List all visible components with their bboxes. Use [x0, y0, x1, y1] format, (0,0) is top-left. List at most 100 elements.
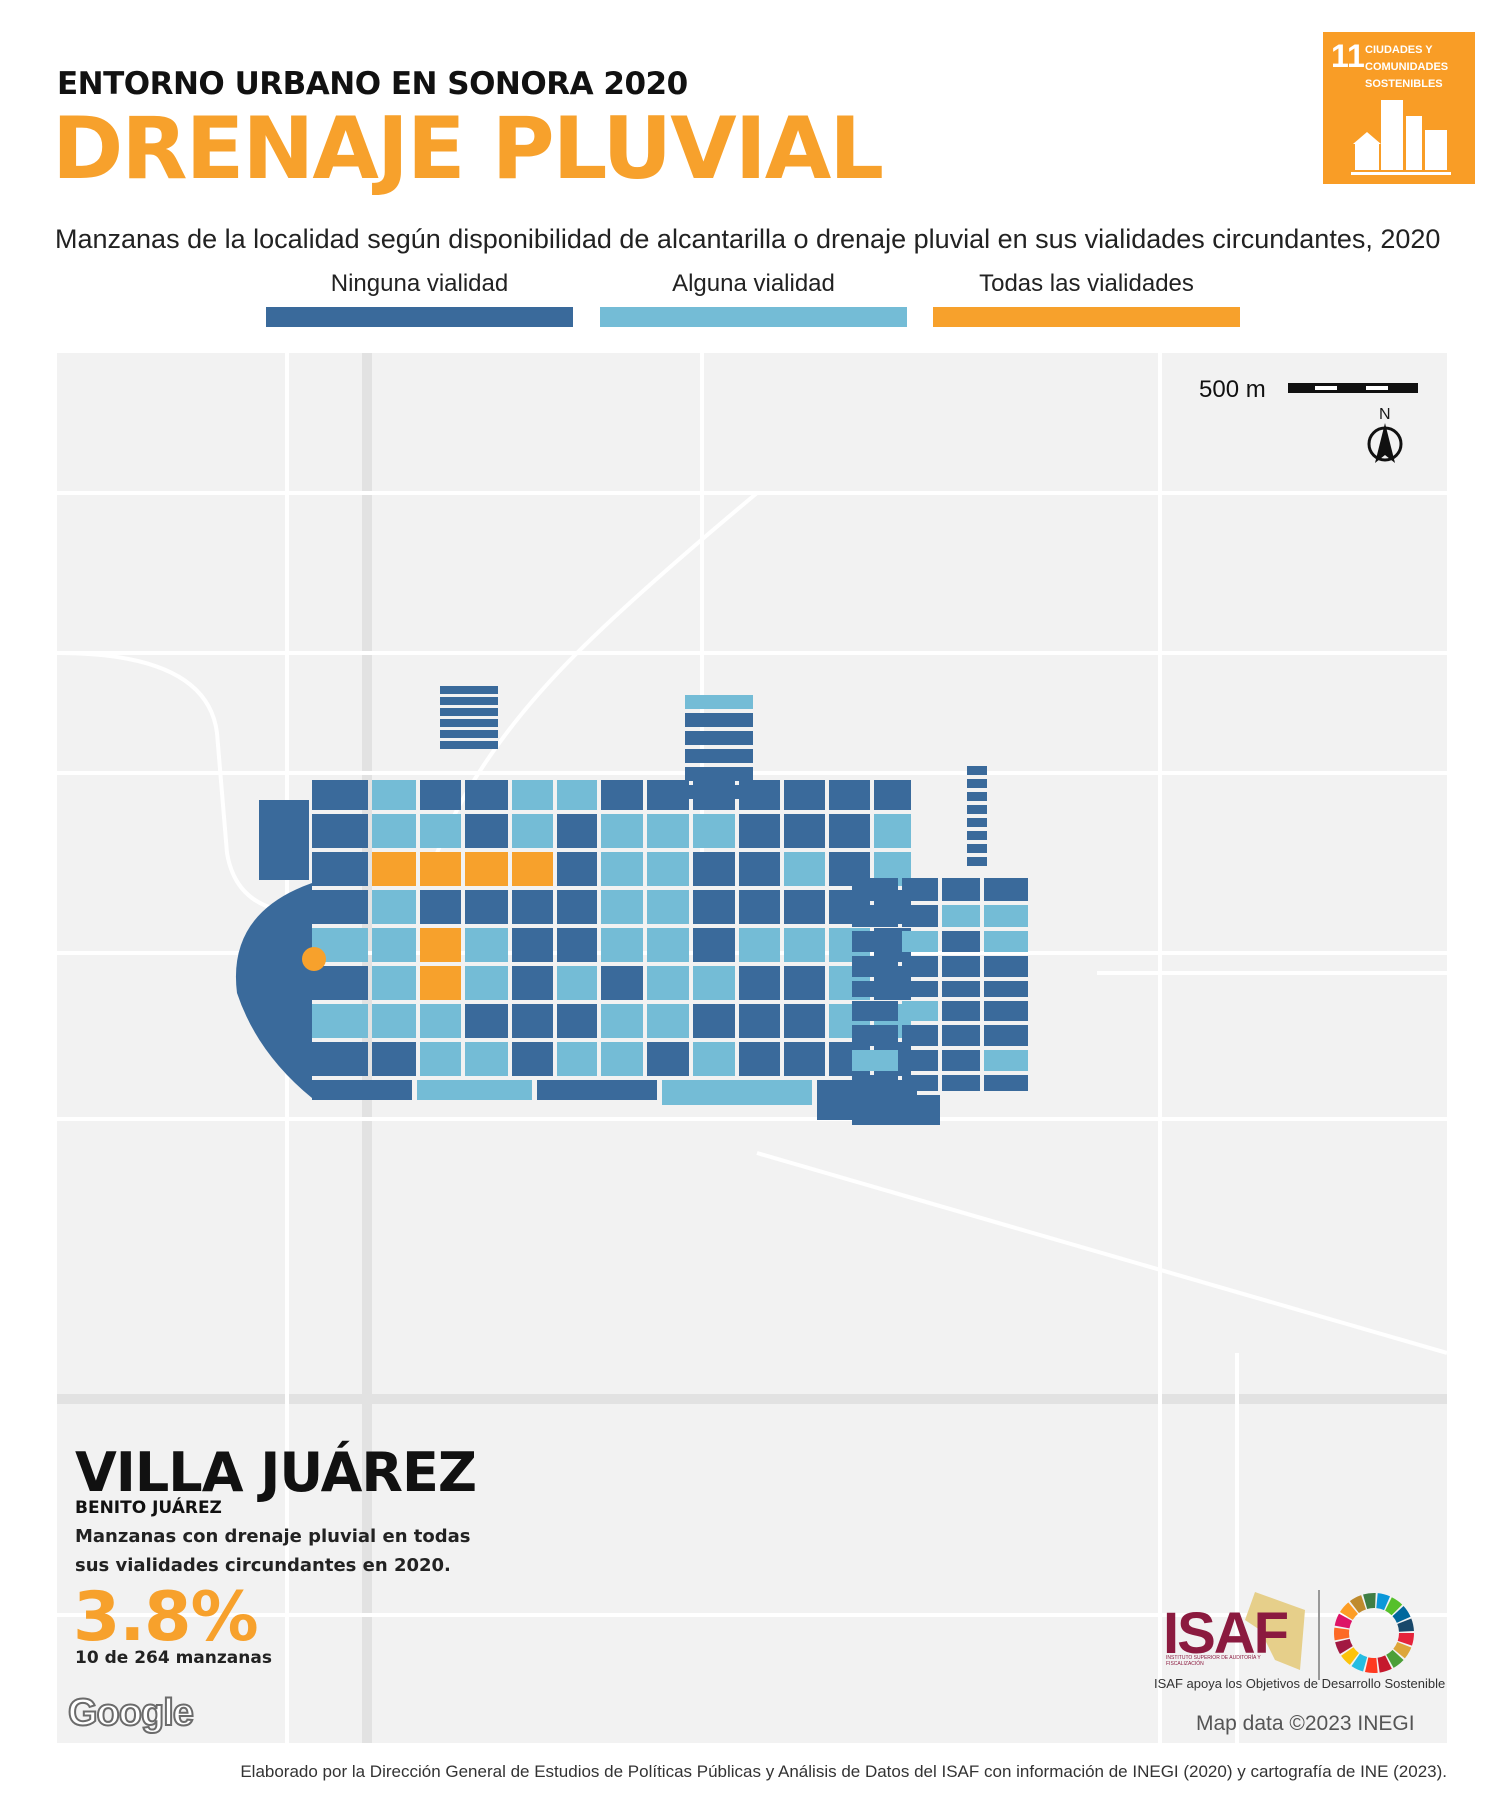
city-block: [693, 966, 735, 1000]
city-block: [984, 1025, 1028, 1046]
city-block: [902, 1075, 938, 1091]
city-block: [902, 1050, 938, 1071]
city-block: [312, 890, 368, 924]
city-block: [465, 928, 508, 962]
isaf-subtitle: INSTITUTO SUPERIOR DE AUDITORÍA Y FISCAL…: [1166, 1655, 1261, 1667]
city-block: [647, 890, 689, 924]
city-block: [685, 713, 753, 727]
city-block: [372, 928, 416, 962]
page-title: DRENAJE PLUVIAL: [52, 99, 884, 199]
sdg-wheel-segment: [1385, 1597, 1403, 1616]
city-block: [420, 1042, 461, 1076]
city-block: [601, 780, 643, 810]
city-block: [852, 956, 898, 977]
map-area[interactable]: 500 m N: [57, 353, 1447, 1743]
city-block: [942, 956, 980, 977]
legend-label-todas: Todas las vialidades: [979, 270, 1194, 297]
city-block: [984, 1050, 1028, 1071]
city-block: [537, 1080, 657, 1100]
city-block: [852, 1001, 898, 1021]
logo-divider: [1318, 1590, 1320, 1680]
city-block: [465, 1042, 508, 1076]
city-block: [372, 966, 416, 1000]
sdg-wheel-icon: [1334, 1593, 1414, 1673]
place-name: VILLA JUÁREZ: [75, 1441, 477, 1504]
sdg-wheel-segment: [1339, 1602, 1358, 1620]
map-canvas: [57, 353, 1447, 1743]
city-block: [984, 1001, 1028, 1021]
sdg-wheel-segment: [1377, 1655, 1392, 1673]
city-block: [440, 708, 498, 716]
city-block: [312, 1042, 368, 1076]
city-block: [647, 780, 689, 810]
city-block: [967, 831, 987, 840]
city-block: [874, 780, 911, 810]
city-block: [829, 780, 870, 810]
footer-credit: Elaborado por la Dirección General de Es…: [240, 1762, 1447, 1781]
city-block: [784, 890, 825, 924]
sdg-text: CIUDADES Y COMUNIDADES SOSTENIBLES: [1365, 44, 1449, 90]
city-block: [465, 814, 508, 848]
city-block: [942, 1075, 980, 1091]
sdg-wheel-segment: [1341, 1647, 1359, 1665]
city-block: [784, 780, 825, 810]
city-block: [372, 852, 416, 886]
city-block: [693, 1042, 735, 1076]
city-block: [647, 852, 689, 886]
city-block: [967, 844, 987, 853]
city-block: [942, 878, 980, 901]
legend-label-ninguna: Ninguna vialidad: [330, 270, 509, 297]
city-block: [440, 697, 498, 705]
city-block: [647, 1004, 689, 1038]
city-block: [557, 890, 597, 924]
city-block: [942, 905, 980, 927]
city-block: [685, 785, 753, 799]
summary-description: Manzanas con drenaje pluvial en todas su…: [75, 1526, 471, 1576]
city-block: [512, 814, 553, 848]
city-block: [784, 928, 825, 962]
legend-swatch-ninguna: [266, 307, 573, 327]
city-block: [784, 1042, 825, 1076]
sdg-wheel-segment: [1351, 1653, 1368, 1672]
city-block: [942, 981, 980, 997]
city-block: [647, 1042, 689, 1076]
city-block: [601, 1042, 643, 1076]
city-block: [693, 890, 735, 924]
sdg-wheel-segment: [1393, 1642, 1412, 1659]
isaf-logo: ISAF: [1163, 1601, 1289, 1666]
city-block: [601, 890, 643, 924]
city-block: [739, 814, 780, 848]
city-block: [942, 1001, 980, 1021]
sdg-wheel-segment: [1386, 1649, 1404, 1668]
city-block: [420, 928, 461, 962]
city-block: [601, 814, 643, 848]
city-block: [440, 730, 498, 738]
sdg-wheel-segment: [1335, 1638, 1353, 1655]
city-block: [852, 1050, 898, 1071]
sdg-wheel-segment: [1334, 1613, 1353, 1629]
city-block: [465, 1004, 508, 1038]
city-block: [465, 966, 508, 1000]
city-block: [512, 1042, 553, 1076]
city-block: [601, 928, 643, 962]
city-block: [557, 928, 597, 962]
summary-percentage: 3.8%: [73, 1578, 259, 1657]
city-block: [902, 1001, 938, 1021]
city-block: [852, 1095, 940, 1125]
sonora-map-icon: [1245, 1592, 1305, 1670]
city-block: [902, 981, 938, 997]
legend-swatch-alguna: [600, 307, 907, 327]
north-arrow-icon: [1367, 423, 1403, 463]
city-block: [739, 928, 780, 962]
city-block: [312, 1004, 368, 1038]
city-block: [601, 966, 643, 1000]
page-kicker: ENTORNO URBANO EN SONORA 2020: [57, 66, 688, 102]
sdg-wheel-segment: [1397, 1633, 1414, 1646]
city-block: [512, 1004, 553, 1038]
city-block: [601, 1004, 643, 1038]
city-block: [512, 890, 553, 924]
city-block: [512, 966, 553, 1000]
legend-label-alguna: Alguna vialidad: [672, 270, 835, 297]
city-block: [829, 814, 870, 848]
city-block: [440, 719, 498, 727]
